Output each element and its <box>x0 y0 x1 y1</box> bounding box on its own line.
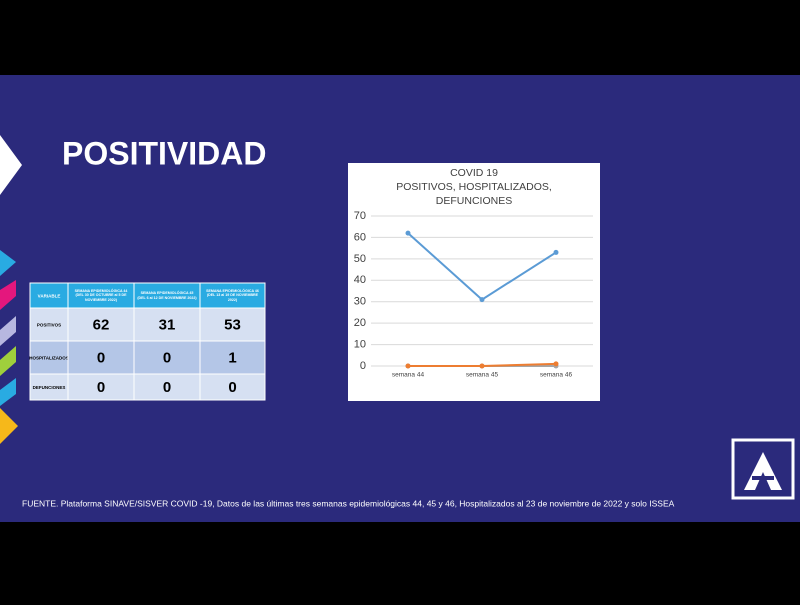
header-cell: SEMANA EPIDEMIOLÓGICA 44 (DEL 30 DE OCTU… <box>74 289 128 302</box>
decor <box>0 378 16 406</box>
y-tick-label: 0 <box>360 360 366 372</box>
decor <box>0 135 22 195</box>
row-label: HOSPITALIZADOS <box>29 356 68 361</box>
x-tick-label: semana 46 <box>540 372 573 379</box>
header-text: SEMANA EPIDEMIOLÓGICA 44 (DEL 30 DE OCTU… <box>74 289 128 302</box>
data-point <box>405 230 411 236</box>
cell-value: 0 <box>97 379 105 396</box>
header-cell: SEMANA EPIDEMIOLÓGICA 45 (DEL 6 al 12 DE… <box>137 291 197 300</box>
data-point <box>479 363 485 369</box>
decor <box>0 280 16 310</box>
cell-value: 0 <box>163 379 171 396</box>
data-point <box>553 249 559 255</box>
y-tick-label: 50 <box>354 253 366 265</box>
cell-value: 1 <box>228 349 236 366</box>
table-cell <box>67 340 135 375</box>
table-cell <box>199 282 266 309</box>
table: VARIABLE SEMANA EPIDEMIOLÓGICA 44 (DEL 30… <box>29 282 266 401</box>
header-text: SEMANA EPIDEMIOLÓGICA 45 (DEL 6 al 12 DE… <box>137 291 197 300</box>
chart-title: COVID 19 <box>450 167 498 179</box>
table-cell <box>29 340 69 375</box>
chart-title: POSITIVOS, HOSPITALIZADOS, <box>396 181 552 193</box>
data-point <box>479 297 485 303</box>
chart: COVID 19 POSITIVOS, HOSPITALIZADOS, DEFUNC… <box>354 167 593 379</box>
y-tick-label: 30 <box>354 296 366 308</box>
y-tick-label: 20 <box>354 317 366 329</box>
logo <box>731 438 795 500</box>
y-tick-label: 40 <box>354 274 366 286</box>
cell-value: 0 <box>228 379 236 396</box>
table-cell <box>29 307 69 342</box>
x-tick-label: semana 45 <box>466 372 499 379</box>
cell-value: 0 <box>97 349 105 366</box>
decor <box>0 346 16 376</box>
y-tick-label: 60 <box>354 231 366 243</box>
data-point <box>405 363 411 369</box>
chart-area <box>348 163 600 401</box>
cell-value: 53 <box>224 316 241 333</box>
header-text: SEMANA EPIDEMIOLÓGICA 46 (DEL 13 al 19 D… <box>206 289 259 302</box>
table-cell <box>67 307 135 342</box>
row-label: POSITIVOS <box>37 323 61 328</box>
table-cell <box>133 340 201 375</box>
chart-title: DEFUNCIONES <box>436 195 512 207</box>
decor <box>0 316 16 346</box>
data-point <box>553 361 559 367</box>
row-label: VARIABLE <box>38 294 61 299</box>
slide-title: POSITIVIDAD <box>62 135 266 171</box>
table-cell <box>29 373 69 401</box>
table-cell <box>199 373 266 401</box>
cell-value: 31 <box>159 316 176 333</box>
table-cell <box>199 340 266 375</box>
y-tick-label: 70 <box>354 210 366 222</box>
footer: FUENTE. Plataforma SINAVE/SISVER COVID -… <box>22 498 675 508</box>
table-cell <box>133 307 201 342</box>
decor <box>0 250 16 276</box>
x-tick-label: semana 44 <box>392 372 425 379</box>
y-tick-label: 10 <box>354 338 366 350</box>
cell-value: 62 <box>93 316 110 333</box>
header-cell: SEMANA EPIDEMIOLÓGICA 46 (DEL 13 al 19 D… <box>206 289 259 302</box>
cell-value: 0 <box>163 349 171 366</box>
row-label: DEFUNCIONES <box>33 385 66 390</box>
decor <box>0 408 18 444</box>
